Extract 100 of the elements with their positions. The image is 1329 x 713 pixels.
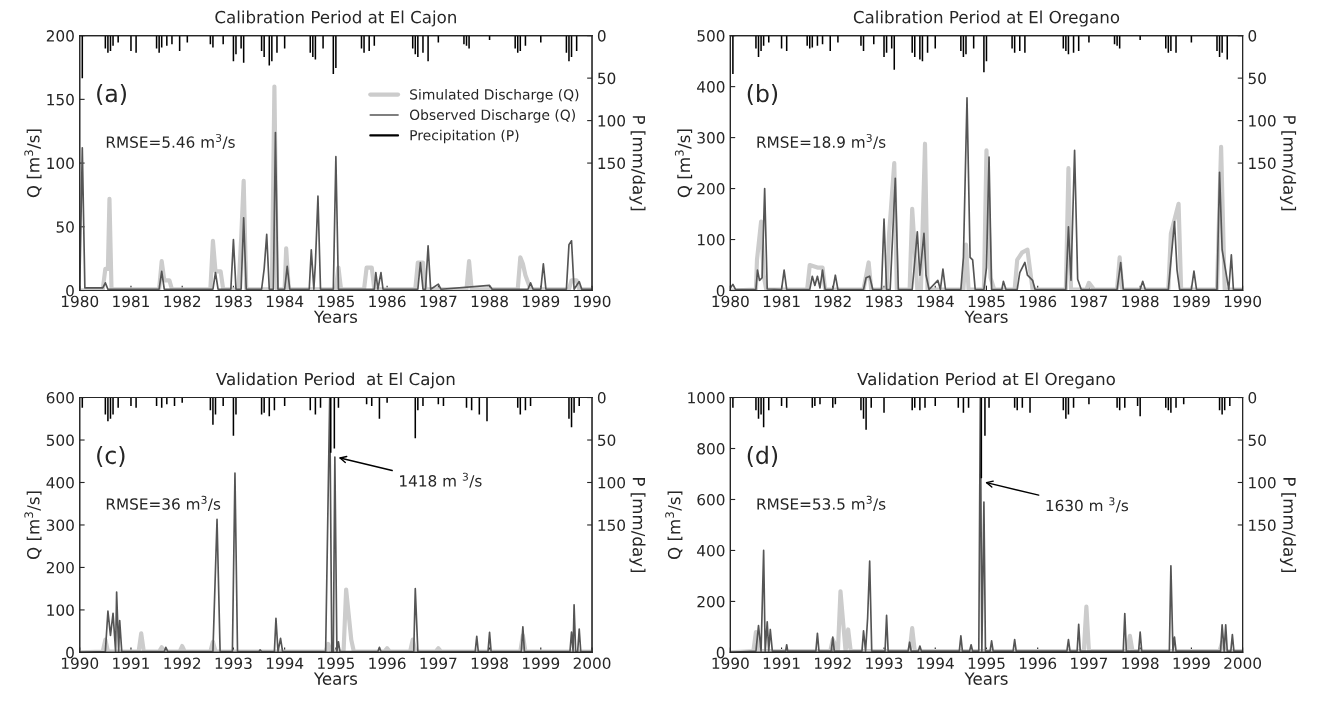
- y2-tick-label: 0: [597, 392, 606, 404]
- x-tick-label: 1984: [266, 295, 304, 308]
- y2-tick-label: 100: [1249, 115, 1276, 127]
- x-axis-title: Years: [964, 672, 1008, 685]
- x-tick-label: 1982: [815, 295, 851, 308]
- y2-tick-label: 50: [598, 434, 616, 447]
- annotation: (a): [97, 84, 126, 106]
- x-tick-label: 1986: [369, 295, 406, 308]
- y-tick-label: 400: [46, 476, 74, 489]
- y-tick-label: 400: [697, 81, 725, 93]
- y2-tick-label: 0: [1248, 30, 1257, 42]
- annotation: (d): [747, 445, 778, 467]
- x-tick-label: 1981: [113, 295, 149, 308]
- y2-tick-label: 100: [1249, 476, 1276, 489]
- x-tick-label: 1994: [266, 657, 304, 670]
- x-tick-label: 1980: [712, 295, 749, 308]
- annotation: 1418 m $^{3}$/s: [400, 472, 482, 488]
- annotation: RMSE=36 m$^{3}$/s: [106, 495, 221, 511]
- y2-tick-label: 150: [598, 157, 626, 170]
- y2-tick-label: 0: [1248, 392, 1257, 404]
- y-axis-title: Q [m$^{3}$/s]: [24, 491, 42, 560]
- x-tick-label: 1998: [471, 657, 508, 670]
- y2-axis-title: P [mm/day]: [629, 478, 646, 573]
- x-tick-label: 1987: [420, 295, 457, 308]
- y2-tick-label: 150: [598, 519, 626, 531]
- x-tick-label: 1990: [61, 657, 99, 670]
- chart-title: Validation Period at El Oregano: [857, 372, 1115, 389]
- x-tick-label: 1991: [763, 657, 800, 670]
- x-tick-label: 1996: [369, 657, 406, 670]
- x-tick-label: 1997: [420, 657, 457, 670]
- y-tick-label: 200: [697, 595, 725, 608]
- x-tick-label: 1998: [1122, 657, 1159, 670]
- line-series: [79, 131, 593, 291]
- x-axis-title: Years: [964, 310, 1008, 324]
- x-tick-label: 1983: [866, 295, 903, 308]
- x-axis-title: Years: [313, 672, 358, 685]
- chart-title: Calibration Period at El Cajon: [215, 10, 456, 27]
- x-tick-label: 1987: [1071, 295, 1108, 308]
- line-series: [79, 397, 593, 653]
- x-tick-label: 1993: [866, 657, 903, 670]
- x-tick-label: 1988: [1122, 295, 1159, 308]
- y-tick-label: 200: [46, 30, 74, 42]
- x-tick-label: 1985: [318, 295, 354, 308]
- x-tick-label: 1980: [61, 295, 99, 308]
- legend-label: Precipitation (P): [410, 129, 519, 144]
- y-tick-label: 600: [46, 392, 74, 404]
- y-tick-label: 500: [46, 434, 74, 447]
- x-tick-label: 1997: [1071, 657, 1108, 670]
- x-tick-label: 1990: [712, 657, 749, 670]
- y-tick-label: 800: [697, 442, 725, 455]
- y-tick-label: 100: [47, 157, 74, 170]
- y2-axis-title: P [mm/day]: [1279, 116, 1297, 211]
- x-tick-label: 1995: [968, 657, 1005, 670]
- annotation: RMSE=18.9 m$^{3}$/s: [757, 133, 886, 150]
- x-tick-label: 2000: [573, 657, 611, 670]
- y2-tick-label: 50: [598, 72, 616, 85]
- annotation: (b): [747, 83, 778, 106]
- legend-label: Simulated Discharge (Q): [410, 88, 579, 103]
- y-tick-label: 0: [66, 284, 74, 297]
- y-tick-label: 100: [697, 234, 725, 246]
- annotation: (c): [97, 445, 125, 467]
- x-tick-label: 1989: [523, 295, 560, 308]
- y-tick-label: 100: [47, 604, 74, 616]
- y-tick-label: 600: [697, 493, 725, 506]
- x-tick-label: 1996: [1019, 657, 1057, 670]
- annotation: RMSE=5.46 m$^{3}$/s: [106, 133, 235, 150]
- y-axis-title: Q [m$^{3}$/s]: [674, 129, 693, 198]
- y-tick-label: 200: [46, 561, 74, 574]
- x-tick-label: 1999: [1173, 657, 1210, 670]
- x-tick-label: 1992: [815, 657, 851, 670]
- y-tick-label: 0: [716, 646, 725, 659]
- y-tick-label: 0: [716, 284, 725, 297]
- y2-axis-title: P [mm/day]: [629, 116, 646, 211]
- y-tick-label: 50: [56, 221, 74, 233]
- y2-tick-label: 50: [1248, 72, 1266, 85]
- x-tick-label: 1985: [968, 295, 1005, 308]
- x-tick-label: 1990: [574, 295, 611, 308]
- y2-tick-label: 150: [1249, 157, 1276, 170]
- y2-tick-label: 100: [598, 115, 626, 127]
- y-tick-label: 1000: [688, 392, 725, 404]
- chart-title: Validation Period at El Cajon: [216, 372, 455, 389]
- x-tick-label: 1989: [1173, 295, 1210, 308]
- x-tick-label: 2000: [1224, 657, 1262, 670]
- x-tick-label: 1993: [215, 657, 252, 670]
- x-tick-label: 1981: [763, 295, 800, 308]
- y2-tick-label: 50: [1248, 434, 1266, 447]
- x-tick-label: 1982: [164, 295, 201, 308]
- annotation: 1630 m $^{3}$/s: [1046, 497, 1129, 513]
- y-axis-title: Q [m$^{3}$/s]: [665, 491, 683, 560]
- y-tick-label: 400: [697, 544, 725, 557]
- x-tick-label: 1991: [113, 657, 149, 670]
- x-axis-title: Years: [313, 310, 358, 324]
- x-tick-label: 1983: [215, 295, 252, 308]
- x-tick-label: 1986: [1019, 295, 1057, 308]
- x-tick-label: 1984: [917, 295, 954, 308]
- y-tick-label: 300: [697, 132, 725, 144]
- y2-tick-label: 150: [1249, 519, 1276, 531]
- y-tick-label: 0: [66, 646, 74, 659]
- x-tick-label: 1994: [917, 657, 954, 670]
- y-tick-label: 150: [47, 93, 74, 106]
